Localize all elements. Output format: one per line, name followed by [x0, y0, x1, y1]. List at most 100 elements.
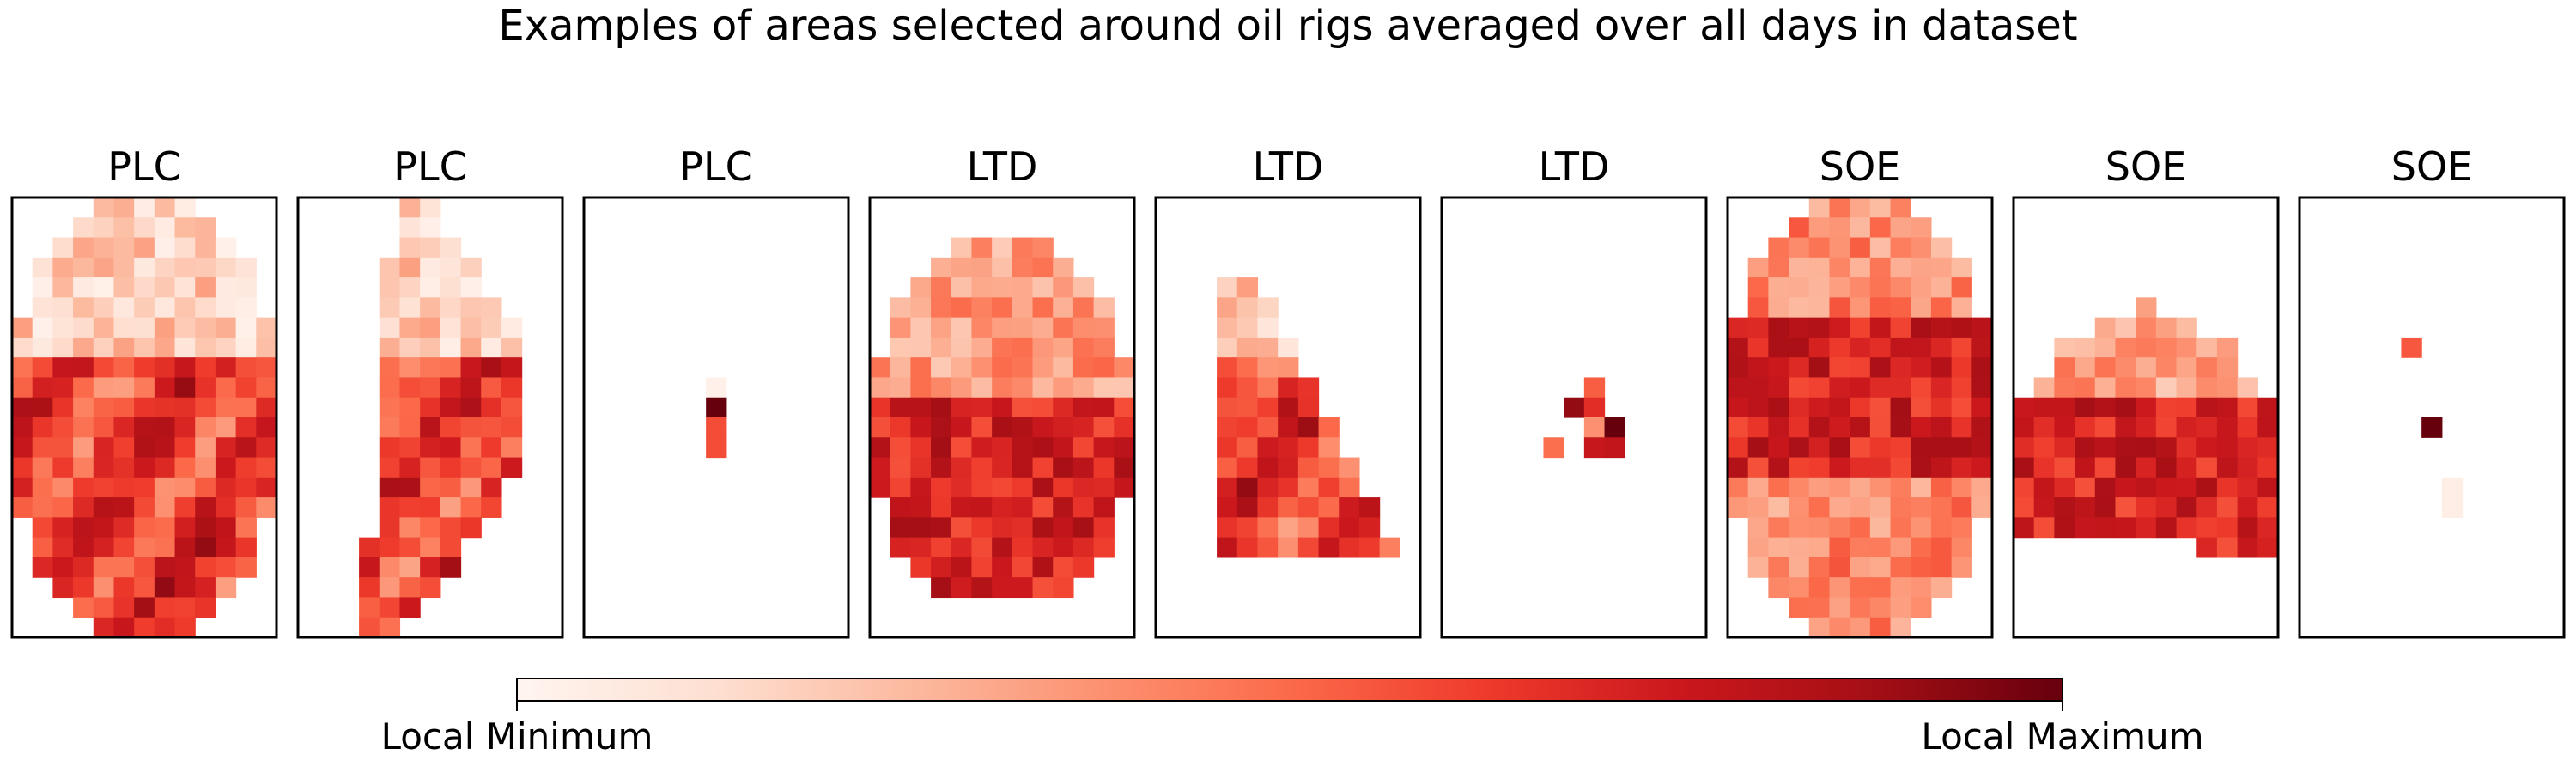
heatmap-cell: [2176, 357, 2197, 379]
heatmap-cell: [113, 577, 135, 599]
heatmap-cell: [1217, 477, 1238, 498]
heatmap-cell: [2136, 337, 2157, 358]
heatmap-cell: [154, 337, 176, 358]
heatmap-cell: [2155, 437, 2178, 459]
heatmap-cell: [1850, 337, 1871, 358]
heatmap-cell: [379, 617, 401, 638]
heatmap-cell: [1951, 457, 1972, 478]
heatmap-panel-2: PLC: [296, 143, 564, 639]
heatmap-cell: [1911, 337, 1932, 358]
heatmap-cell: [256, 457, 277, 478]
heatmap-cell: [951, 357, 973, 379]
heatmap-cell: [1808, 617, 1831, 638]
heatmap-cell: [1971, 397, 1993, 418]
heatmap-cell: [1012, 517, 1034, 539]
heatmap-cell: [1114, 377, 1135, 399]
heatmap-cell: [440, 557, 462, 578]
heatmap-cell: [2237, 437, 2258, 459]
heatmap-cell: [215, 537, 237, 558]
heatmap-cell: [501, 377, 523, 399]
heatmap-cell: [379, 297, 401, 319]
heatmap-cell: [1930, 457, 1953, 478]
heatmap-cell: [971, 497, 993, 518]
heatmap-cell: [52, 457, 74, 478]
heatmap-cell: [440, 277, 462, 298]
heatmap-cell: [52, 417, 74, 438]
heatmap-cell: [2237, 397, 2258, 418]
heatmap-cell: [1093, 417, 1115, 438]
heatmap-cell: [1890, 297, 1911, 319]
heatmap-cell: [890, 457, 911, 478]
heatmap-cell: [93, 577, 115, 599]
heatmap-cell: [2014, 477, 2035, 498]
heatmap-cell: [93, 617, 115, 638]
heatmap-cell: [481, 477, 502, 498]
heatmap-cell: [1930, 297, 1953, 319]
heatmap-cell: [52, 257, 74, 278]
heatmap-cell: [134, 277, 155, 298]
heatmap-cell: [1829, 437, 1850, 459]
heatmap-cell: [93, 217, 115, 239]
panel-frame: [1440, 196, 1708, 639]
heatmap-cell: [134, 198, 155, 218]
heatmap-cell: [113, 277, 135, 298]
heatmap-cell: [1012, 257, 1034, 278]
heatmap-cell: [1911, 217, 1932, 239]
heatmap-cell: [1850, 237, 1871, 259]
heatmap-cell: [52, 577, 74, 599]
heatmap-cell: [1850, 517, 1871, 539]
heatmap-cell: [1890, 497, 1911, 518]
heatmap-cell: [1747, 277, 1769, 298]
heatmap-cell: [134, 497, 155, 518]
heatmap-cell: [1951, 257, 1972, 278]
heatmap-cell: [460, 297, 482, 319]
heatmap-cell: [1971, 337, 1993, 358]
heatmap-cell: [1318, 417, 1340, 438]
heatmap-cell: [113, 317, 135, 338]
heatmap-cell: [1217, 317, 1238, 338]
heatmap-cell: [1971, 317, 1993, 338]
heatmap-cell: [215, 297, 237, 319]
heatmap-cell: [1768, 577, 1789, 599]
heatmap-cell: [93, 337, 115, 358]
heatmap-cell: [2094, 317, 2117, 338]
heatmap-cell: [931, 497, 952, 518]
heatmap-cell: [174, 317, 196, 338]
heatmap-cell: [910, 477, 932, 498]
heatmap-cell: [52, 377, 74, 399]
heatmap-cell: [52, 437, 74, 459]
heatmap-cell: [1789, 477, 1810, 498]
heatmap-cell: [195, 317, 216, 338]
heatmap-cell: [32, 437, 53, 459]
heatmap-cell: [1890, 397, 1911, 418]
heatmap-cell: [1114, 357, 1135, 379]
heatmap-cell: [1869, 217, 1892, 239]
heatmap-cell: [73, 257, 94, 278]
heatmap-cell: [1850, 198, 1871, 218]
heatmap-cell: [2094, 477, 2117, 498]
heatmap-cell: [1869, 517, 1892, 539]
heatmap-cell: [32, 457, 53, 478]
heatmap-cell: [73, 497, 94, 518]
heatmap-cell: [195, 337, 216, 358]
heatmap-cell: [2216, 477, 2239, 498]
heatmap-cell: [195, 437, 216, 459]
heatmap-cell: [1564, 397, 1585, 418]
heatmap-cell: [1093, 297, 1115, 319]
heatmap-cell: [992, 557, 1013, 578]
heatmap-cell: [154, 497, 176, 518]
heatmap-cell: [379, 317, 401, 338]
heatmap-cell: [1951, 337, 1972, 358]
heatmap-cell: [113, 337, 135, 358]
heatmap-cell: [971, 337, 993, 358]
heatmap-cell: [32, 357, 53, 379]
heatmap-cell: [2054, 457, 2075, 478]
heatmap-cell: [1278, 357, 1299, 379]
heatmap-cell: [174, 377, 196, 399]
heatmap-cell: [951, 557, 973, 578]
heatmap-cell: [73, 377, 94, 399]
heatmap-cell: [1297, 397, 1320, 418]
heatmap-cell: [2216, 417, 2239, 438]
heatmap-cell: [2216, 517, 2239, 539]
heatmap-cell: [1257, 437, 1279, 459]
